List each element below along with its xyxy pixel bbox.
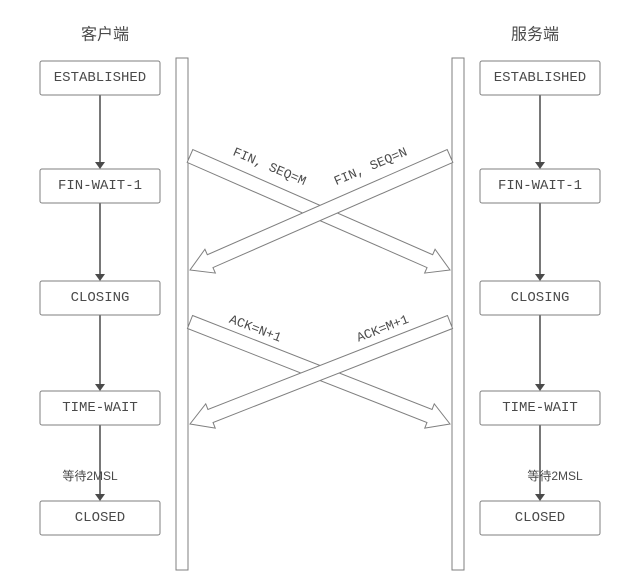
client-timeline	[176, 58, 188, 570]
connector-arrowhead	[95, 162, 105, 169]
state-label: CLOSED	[515, 510, 565, 526]
state-label: ESTABLISHED	[54, 70, 146, 86]
server-wait-2msl: 等待2MSL	[527, 469, 583, 483]
messages: FIN, SEQ=MFIN, SEQ=NACK=N+1ACK=M+1	[185, 144, 455, 436]
connector-arrowhead	[95, 494, 105, 501]
client-wait-2msl: 等待2MSL	[62, 469, 118, 483]
state-label: FIN-WAIT-1	[58, 178, 142, 194]
state-label: CLOSING	[511, 290, 570, 306]
state-label: FIN-WAIT-1	[498, 178, 582, 194]
server-timeline	[452, 58, 464, 570]
state-label: CLOSED	[75, 510, 125, 526]
state-label: TIME-WAIT	[62, 400, 138, 416]
connector-arrowhead	[535, 162, 545, 169]
connector-arrowhead	[535, 384, 545, 391]
connector-arrowhead	[535, 274, 545, 281]
connector-arrowhead	[95, 384, 105, 391]
state-label: ESTABLISHED	[494, 70, 586, 86]
connector-arrowhead	[535, 494, 545, 501]
connector-arrowhead	[95, 274, 105, 281]
state-label: CLOSING	[71, 290, 130, 306]
client-states: ESTABLISHED FIN-WAIT-1 CLOSING TIME-WAIT CLO…	[40, 61, 160, 535]
server-states: ESTABLISHED FIN-WAIT-1 CLOSING TIME-WAIT CLO…	[480, 61, 600, 535]
tcp-simultaneous-close-diagram: 客户端 服务端 ESTABLISHED FIN-WAIT-1 CLOSING TIME…	[0, 0, 640, 586]
client-heading: 客户端	[81, 26, 129, 44]
state-label: TIME-WAIT	[502, 400, 578, 416]
server-heading: 服务端	[511, 26, 559, 44]
